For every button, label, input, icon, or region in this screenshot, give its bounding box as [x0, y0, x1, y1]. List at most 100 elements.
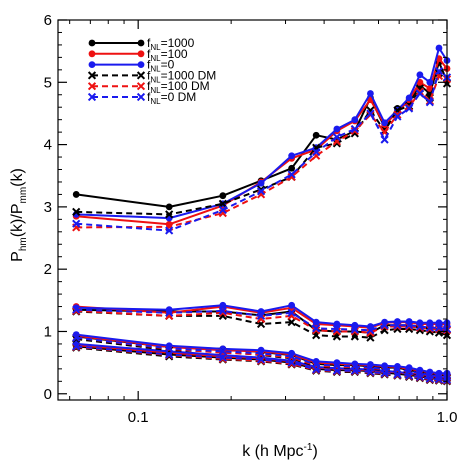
series-2-point	[312, 318, 320, 326]
legend-marker-1	[88, 50, 96, 58]
series-5-point	[405, 371, 414, 380]
series-3-point	[287, 318, 296, 327]
series-5-point	[165, 350, 174, 359]
series-2-point	[257, 179, 265, 187]
series-5-point	[332, 324, 341, 334]
series-4-point	[287, 172, 296, 182]
plot-frame	[57, 19, 448, 401]
legend-label-5: fNL=0 DM	[147, 90, 196, 106]
series-2-point	[381, 119, 389, 127]
series-5-line-0	[76, 70, 448, 232]
series-2-point	[426, 319, 434, 327]
series-5-point	[256, 349, 266, 358]
legend-marker-0	[137, 39, 145, 47]
series-5-line-2	[76, 336, 448, 378]
series-5-point	[434, 323, 444, 332]
series-4-line-1	[76, 309, 448, 334]
y-tick-label: 1	[44, 323, 52, 340]
legend-marker-5	[87, 92, 97, 102]
y-tick-label: 3	[44, 199, 52, 216]
series-2-point	[288, 152, 296, 160]
series-5-point	[366, 109, 375, 118]
series-2-point	[367, 90, 374, 97]
legend-label-4: fNL=100 DM	[147, 79, 210, 95]
series-5-point	[350, 325, 359, 334]
series-5	[72, 66, 452, 385]
series-5-point	[256, 355, 266, 364]
series-5-point	[332, 366, 341, 375]
legend-marker-0	[88, 39, 96, 47]
series-2-point	[288, 301, 296, 309]
series-5-point	[312, 324, 321, 333]
series-5-point	[434, 375, 444, 384]
legend-label-0: fNL=1000	[147, 36, 195, 52]
series-5-point	[380, 321, 389, 330]
x-axis-title: k (h Mpc-1)	[242, 442, 318, 460]
legend-entry-2: fNL=0	[88, 58, 175, 74]
series-5-point	[380, 369, 389, 378]
series-4-point	[366, 328, 375, 337]
series-3-line-1	[76, 310, 448, 339]
series-0-point	[72, 191, 80, 198]
series-5-point	[218, 306, 227, 316]
series-2-point	[219, 301, 227, 309]
legend-entry-5: fNL=0 DM	[87, 90, 196, 106]
series-5-point	[350, 124, 359, 134]
series-2-line-2	[76, 333, 447, 375]
series-5-point	[165, 226, 174, 235]
series-5-point	[425, 323, 434, 332]
x-tick-label: 1.0	[437, 409, 458, 426]
series-5-point	[405, 321, 414, 330]
series-4-point	[415, 87, 425, 96]
series-0-point	[288, 164, 296, 172]
series-0-point	[219, 192, 227, 200]
series-5-point	[72, 342, 81, 351]
series-5-point	[287, 352, 296, 361]
series-5-point	[380, 135, 389, 144]
series-5-point	[312, 365, 321, 374]
series-5-point	[256, 187, 266, 196]
y-tick-label: 0	[44, 386, 52, 403]
legend-marker-3	[136, 71, 146, 80]
series-2-point	[351, 116, 359, 124]
series-2-line-0	[76, 47, 448, 220]
axes-layer: 0 1 2 3 4 5 6 0.1 1.0	[44, 12, 458, 426]
series-5-point	[287, 308, 296, 317]
series-5-point	[72, 305, 81, 314]
series-2-point	[435, 44, 443, 52]
series-5-point	[312, 147, 321, 157]
legend-label-2: fNL=0	[147, 58, 175, 74]
legend-marker-3	[87, 71, 97, 80]
series-2-point	[405, 94, 413, 102]
series-4-line-0	[76, 75, 448, 229]
series-5-point	[287, 170, 296, 179]
legend-marker-4	[136, 82, 146, 91]
legend-entry-0: fNL=1000	[88, 36, 195, 52]
series-5-point	[256, 311, 266, 321]
series-3-line-0	[76, 72, 448, 216]
series-0-point	[312, 131, 320, 139]
series-4-point	[256, 314, 266, 324]
series-5-point	[72, 333, 81, 342]
series-2-line-1	[76, 304, 447, 328]
series-5-point	[415, 372, 425, 382]
legend-marker-1	[137, 50, 145, 58]
series-3-point	[72, 207, 81, 216]
series-5-point	[350, 366, 359, 375]
series-5-point	[287, 358, 296, 367]
legend-marker-5	[136, 92, 146, 102]
series-5-point	[218, 205, 227, 215]
legend-marker-4	[87, 82, 97, 91]
y-tick-label: 4	[44, 137, 52, 154]
series-5-point	[415, 322, 425, 331]
series-5-point	[165, 344, 174, 353]
series-0-line-0	[76, 61, 448, 208]
series-5-point	[218, 353, 227, 362]
legend-marker-2	[137, 61, 145, 68]
legend-entry-4: fNL=100 DM	[87, 79, 210, 95]
series-5-point	[332, 133, 341, 142]
series-3-point	[165, 210, 174, 219]
legend-entry-3: fNL=1000 DM	[87, 68, 216, 84]
